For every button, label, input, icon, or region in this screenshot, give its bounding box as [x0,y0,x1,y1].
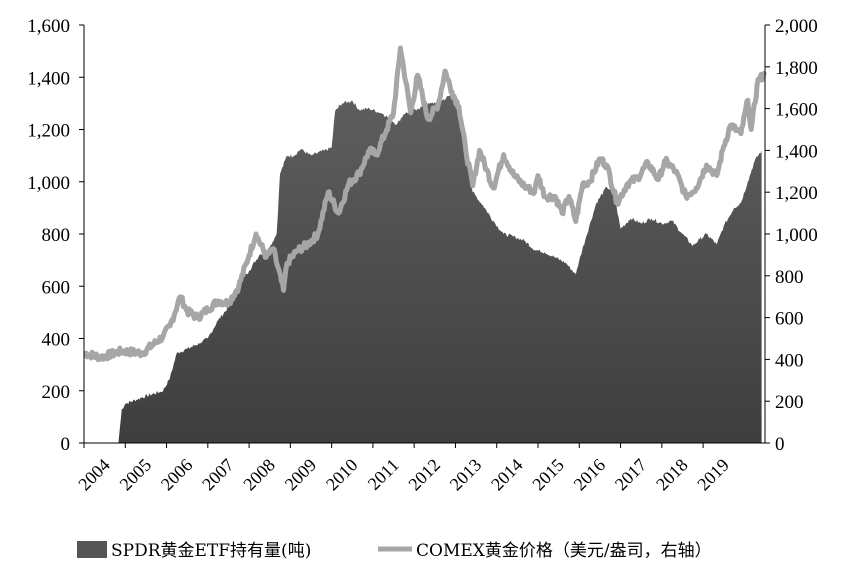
x-tick-label: 2011 [364,455,403,494]
x-tick-label: 2014 [487,455,527,495]
plot-area [82,45,768,443]
right-y-tick-label: 400 [775,350,804,371]
x-tick-label: 2016 [570,455,610,495]
right-y-tick-label: 1,600 [775,100,818,121]
x-tick-label: 2007 [198,455,238,495]
right-y-tick-label: 200 [775,392,804,413]
left-y-tick-label: 600 [42,277,71,298]
legend-label-comex: COMEX黄金价格（美元/盎司，右轴） [416,541,712,561]
legend-label-spdr: SPDR黄金ETF持有量(吨) [111,541,311,561]
left-y-tick-label: 1,600 [27,16,70,37]
right-y-tick-label: 2,000 [775,16,818,37]
x-tick-label: 2008 [239,455,279,495]
series-area-spdr-holdings [118,94,762,443]
x-tick-label: 2013 [446,455,486,495]
left-y-tick-label: 0 [61,434,71,455]
series-line-comex-price [82,45,768,363]
x-tick-label: 2004 [74,455,114,495]
left-y-tick-label: 400 [42,330,71,351]
right-y-tick-label: 0 [775,434,785,455]
x-tick-label: 2017 [611,455,651,495]
right-y-tick-label: 600 [775,309,804,330]
right-y-tick-label: 1,400 [775,141,818,162]
legend: SPDR黄金ETF持有量(吨) COMEX黄金价格（美元/盎司，右轴） [77,541,712,561]
left-y-tick-label: 800 [42,225,71,246]
left-y-tick-label: 1,400 [27,68,70,89]
x-tick-label: 2015 [528,455,568,495]
x-tick-label: 2009 [281,455,321,495]
legend-swatch-spdr [77,541,107,558]
x-tick-label: 2012 [404,455,444,495]
x-tick-label: 2006 [157,455,197,495]
x-tick-label: 2010 [322,455,362,495]
x-tick-label: 2019 [693,455,733,495]
right-y-tick-label: 800 [775,267,804,288]
right-y-tick-label: 1,800 [775,58,818,79]
x-tick-label: 2005 [116,455,156,495]
left-y-tick-label: 200 [42,382,71,403]
right-y-tick-label: 1,200 [775,183,818,204]
x-tick-label: 2018 [652,455,692,495]
left-y-tick-label: 1,200 [27,121,70,142]
left-y-tick-label: 1,000 [27,173,70,194]
right-y-tick-label: 1,000 [775,225,818,246]
